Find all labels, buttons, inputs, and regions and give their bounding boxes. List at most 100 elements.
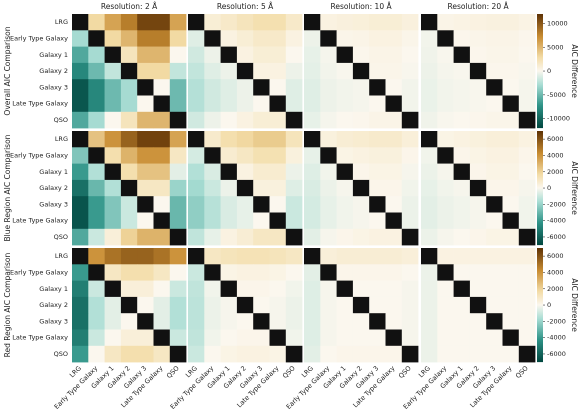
diagonal-cell	[72, 131, 89, 148]
heatmap-cell	[188, 228, 205, 246]
heatmap-cell	[253, 228, 270, 246]
heatmap-cell	[369, 30, 386, 47]
heatmap-cell	[285, 329, 303, 347]
heatmap-cell	[253, 280, 270, 298]
heatmap-cell	[486, 147, 503, 164]
colorbar-tick-label: 4000	[547, 151, 564, 159]
diagonal-cell	[352, 296, 370, 314]
heatmap-cell	[236, 329, 254, 347]
heatmap-cell	[518, 212, 536, 230]
heatmap-cell	[137, 62, 154, 80]
heatmap-cell	[236, 147, 254, 164]
heatmap-cell	[137, 46, 154, 64]
heatmap-cell	[518, 46, 536, 64]
heatmap-cell	[120, 264, 138, 281]
heatmap-cell	[88, 14, 105, 31]
heatmap-cell	[137, 264, 154, 281]
heatmap-cell	[153, 14, 171, 31]
heatmap-cell	[421, 30, 438, 47]
diagonal-cell	[204, 264, 221, 281]
heatmap-cell	[188, 111, 205, 129]
heatmap-cell	[453, 147, 471, 164]
heatmap-cell	[369, 248, 386, 265]
heatmap-cell	[469, 95, 487, 113]
heatmap-cell	[253, 345, 270, 363]
heatmap-cell	[421, 147, 438, 164]
heatmap-cell	[352, 79, 370, 96]
heatmap-cell	[137, 296, 154, 314]
heatmap-cell	[502, 147, 520, 164]
heatmap-cell	[453, 79, 471, 96]
heatmap-cell	[385, 345, 403, 363]
diagonal-cell	[336, 280, 354, 298]
heatmap-cell	[320, 111, 337, 129]
heatmap-cell	[421, 264, 438, 281]
diagonal-cell	[120, 296, 138, 314]
heatmap-cell	[120, 46, 138, 64]
diagonal-cell	[269, 95, 287, 113]
colorbar-tick-label: -4000	[547, 334, 566, 342]
diagonal-cell	[269, 329, 287, 347]
heatmap-cell	[120, 345, 138, 363]
heatmap-cell	[518, 248, 536, 265]
heatmap-cell	[421, 79, 438, 96]
heatmap-cell	[453, 228, 471, 246]
heatmap-cell	[220, 313, 238, 330]
heatmap-cell	[88, 79, 105, 96]
heatmap-cell	[153, 163, 171, 181]
heatmap-cell	[153, 313, 171, 330]
heatmap-cell	[369, 212, 386, 230]
diagonal-cell	[336, 46, 354, 64]
heatmap-cell	[304, 79, 321, 96]
heatmap-cell	[169, 147, 187, 164]
heatmap-cell	[153, 62, 171, 80]
heatmap-cell	[304, 30, 321, 47]
heatmap-cell	[72, 79, 89, 96]
diagonal-cell	[169, 111, 187, 129]
diagonal-cell	[320, 30, 337, 47]
heatmap-cell	[88, 131, 105, 148]
colorbar-tick-label: 10000	[547, 20, 568, 28]
diagonal-cell	[401, 228, 419, 246]
heatmap-cell	[401, 30, 419, 47]
y-tick-label: Galaxy 2	[39, 301, 68, 309]
heatmap-cell	[137, 329, 154, 347]
heatmap-cell	[137, 131, 154, 148]
diagonal-cell	[352, 179, 370, 197]
heatmap-cell	[88, 280, 105, 298]
y-tick-label: Galaxy 2	[39, 184, 68, 192]
heatmap-cell	[269, 163, 287, 181]
heatmap-cell	[72, 46, 89, 64]
colorbar-tick-label: -6000	[547, 350, 566, 358]
heatmap-cell	[104, 329, 122, 347]
heatmap-cell	[204, 179, 221, 197]
heatmap-cell	[486, 296, 503, 314]
heatmap-cell	[486, 212, 503, 230]
heatmap-cell	[88, 46, 105, 64]
heatmap-cell	[385, 280, 403, 298]
heatmap-cell	[220, 131, 238, 148]
heatmap-cell	[285, 212, 303, 230]
heatmap-cell	[137, 163, 154, 181]
heatmap-cell	[285, 264, 303, 281]
diagonal-cell	[385, 212, 403, 230]
x-tick-label: QSO	[514, 364, 530, 380]
heatmap-cell	[153, 280, 171, 298]
diagonal-cell	[188, 131, 205, 148]
heatmap-cell	[304, 264, 321, 281]
colorbar-label: AIC Difference	[570, 44, 579, 98]
heatmap-cell	[518, 30, 536, 47]
heatmap-cell	[253, 179, 270, 197]
heatmap-cell	[518, 264, 536, 281]
heatmap-cell	[486, 111, 503, 129]
heatmap-cell	[352, 46, 370, 64]
heatmap-cell	[385, 62, 403, 80]
heatmap-cell	[236, 95, 254, 113]
heatmap-cell	[437, 329, 454, 347]
heatmap-cell	[104, 296, 122, 314]
heatmap-cell	[336, 62, 354, 80]
heatmap-cell	[352, 248, 370, 265]
diagonal-cell	[236, 179, 254, 197]
diagonal-cell	[453, 280, 471, 298]
heatmap-cell	[72, 212, 89, 230]
